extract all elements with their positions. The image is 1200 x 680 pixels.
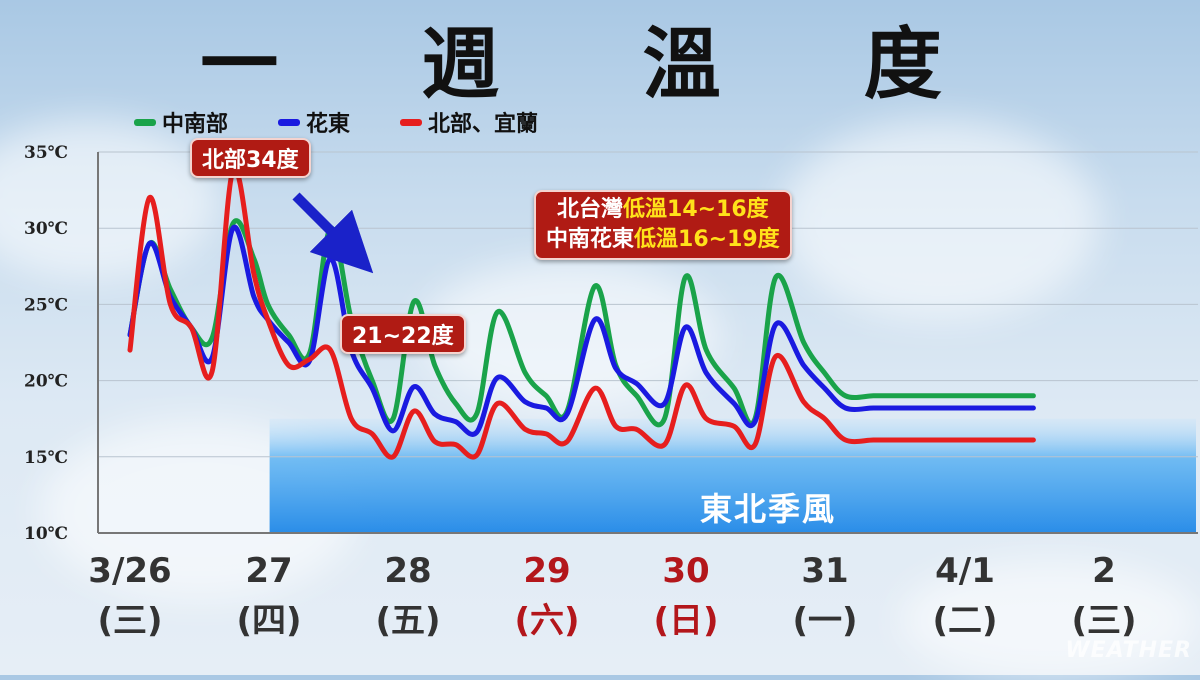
x-date-label: 31 bbox=[801, 551, 848, 591]
legend-label: 北部、宜蘭 bbox=[428, 112, 539, 137]
y-tick-label: 10℃ bbox=[24, 524, 68, 544]
x-date-label: 3/26 bbox=[88, 551, 171, 591]
callout-low-south-east: 低溫16~19度 bbox=[634, 227, 780, 252]
callout-drop-temp: 21~22度 bbox=[340, 314, 466, 354]
callout-region-north: 北台灣 bbox=[557, 197, 624, 222]
x-weekday-label: (五) bbox=[375, 601, 440, 641]
x-weekday-label: (二) bbox=[932, 601, 997, 641]
chart-legend: 中南部 花東 北部、宜蘭 bbox=[134, 106, 588, 138]
series-lines bbox=[127, 165, 1036, 460]
legend-swatch-green bbox=[134, 118, 156, 126]
x-weekday-label: (三) bbox=[1071, 601, 1136, 641]
legend-item-hualien-taitung: 花東 bbox=[278, 106, 350, 138]
x-axis-labels: 3/26 (三) 27 (四) 28 (五) 29 (六) 30 (日) 31 (一) 4/1 (二) 2 (… bbox=[88, 551, 1136, 641]
callout-region-south-east: 中南花東 bbox=[546, 227, 635, 252]
callout-low-north: 低溫14~16度 bbox=[623, 197, 769, 222]
x-date-label: 4/1 bbox=[935, 551, 995, 591]
y-tick-label: 20℃ bbox=[24, 372, 68, 392]
y-tick-label: 15℃ bbox=[24, 448, 68, 468]
x-weekday-label: (四) bbox=[236, 601, 301, 641]
callout-low-temps: 北台灣低溫14~16度 中南花東低溫16~19度 bbox=[534, 190, 792, 260]
x-date-label: 27 bbox=[245, 551, 292, 591]
monsoon-band bbox=[269, 418, 1196, 533]
series-line-central-south bbox=[127, 218, 1036, 428]
y-tick-label: 25℃ bbox=[24, 295, 68, 315]
x-date-label: 30 bbox=[662, 551, 709, 591]
page-title: 一 週 溫 度 bbox=[200, 20, 1000, 110]
series-line-north-yilan bbox=[127, 165, 1036, 460]
y-axis-ticks: 35℃ 30℃ 25℃ 20℃ 15℃ 10℃ bbox=[24, 143, 68, 544]
series-line-hualien-taitung bbox=[127, 224, 1036, 437]
x-date-label: 2 bbox=[1092, 551, 1116, 591]
callout-north-peak: 北部34度 bbox=[190, 138, 311, 178]
cloud-decoration bbox=[780, 120, 1100, 320]
legend-item-central-south: 中南部 bbox=[134, 106, 228, 138]
x-weekday-label: (一) bbox=[792, 601, 857, 641]
trend-arrow bbox=[292, 192, 374, 274]
x-weekday-label: (六) bbox=[514, 601, 579, 641]
legend-item-north-yilan: 北部、宜蘭 bbox=[400, 106, 538, 138]
x-date-label: 28 bbox=[384, 551, 431, 591]
legend-label: 中南部 bbox=[162, 112, 229, 137]
callout-line-south-east: 中南花東低溫16~19度 bbox=[546, 225, 780, 255]
legend-swatch-blue bbox=[278, 118, 301, 126]
legend-label: 花東 bbox=[306, 112, 351, 137]
callout-line-north: 北台灣低溫14~16度 bbox=[546, 195, 780, 225]
legend-swatch-red bbox=[400, 118, 423, 126]
y-tick-label: 35℃ bbox=[24, 143, 68, 163]
x-date-label: 29 bbox=[523, 551, 570, 591]
monsoon-label: 東北季風 bbox=[699, 490, 836, 528]
weather-watermark: WEATHER bbox=[1065, 638, 1192, 663]
x-weekday-label: (日) bbox=[653, 601, 718, 641]
y-tick-label: 30℃ bbox=[24, 219, 68, 239]
cloud-decoration bbox=[900, 560, 1200, 680]
x-weekday-label: (三) bbox=[97, 601, 162, 641]
cloud-decoration bbox=[0, 120, 220, 280]
